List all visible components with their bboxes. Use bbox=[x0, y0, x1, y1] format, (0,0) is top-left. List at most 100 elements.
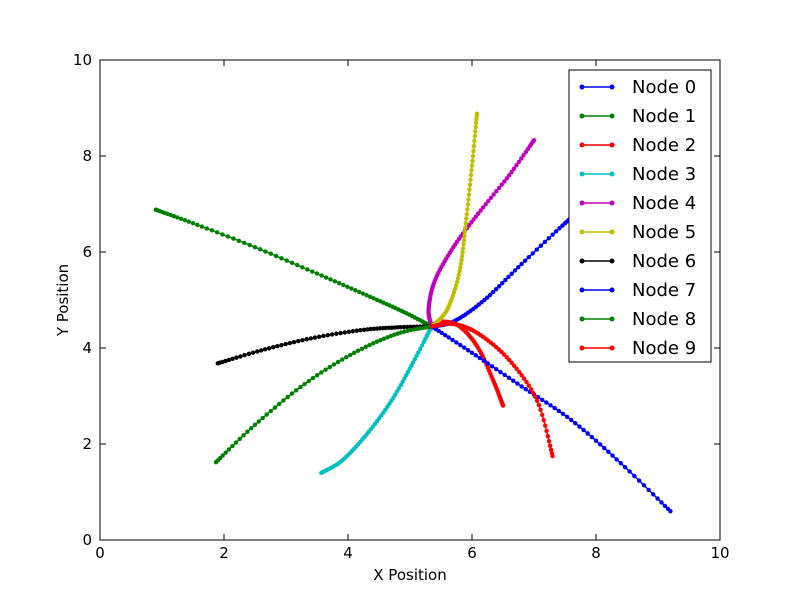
data-point bbox=[548, 447, 554, 453]
data-point bbox=[543, 423, 548, 428]
data-point bbox=[363, 344, 368, 350]
series-layer bbox=[153, 111, 673, 514]
legend-entry: Node 1 bbox=[579, 106, 696, 127]
data-point bbox=[569, 417, 574, 423]
data-point bbox=[300, 265, 305, 270]
data-point bbox=[515, 381, 520, 386]
legend-marker bbox=[609, 258, 615, 264]
data-point bbox=[259, 348, 264, 353]
data-point bbox=[327, 364, 332, 370]
y-axis-label: Y Position bbox=[54, 264, 72, 337]
data-point bbox=[359, 346, 365, 351]
data-point bbox=[464, 216, 469, 221]
data-point bbox=[281, 398, 286, 403]
data-point bbox=[467, 182, 473, 187]
data-point bbox=[246, 351, 252, 357]
data-point bbox=[367, 342, 372, 348]
data-point bbox=[460, 246, 466, 251]
data-point bbox=[507, 173, 512, 178]
data-point bbox=[526, 383, 532, 388]
data-point bbox=[360, 291, 366, 296]
data-point bbox=[393, 392, 398, 397]
data-point bbox=[662, 503, 668, 509]
data-point bbox=[514, 163, 519, 168]
legend-entry: Node 3 bbox=[579, 164, 696, 185]
series-7 bbox=[429, 324, 673, 514]
legend-label: Node 4 bbox=[632, 193, 696, 214]
data-point bbox=[349, 286, 354, 291]
data-point bbox=[279, 256, 284, 261]
data-point bbox=[544, 428, 549, 434]
data-point bbox=[332, 279, 338, 284]
data-point bbox=[519, 156, 524, 161]
data-point bbox=[451, 290, 457, 295]
data-point bbox=[421, 339, 426, 345]
data-point bbox=[276, 401, 282, 407]
data-point bbox=[516, 159, 522, 165]
data-point bbox=[190, 221, 196, 226]
data-point bbox=[483, 202, 488, 207]
data-point bbox=[250, 350, 256, 355]
legend-marker bbox=[579, 84, 585, 90]
data-point bbox=[314, 373, 320, 378]
data-point bbox=[627, 469, 632, 474]
y-tick-label: 2 bbox=[82, 435, 92, 453]
data-point bbox=[242, 240, 247, 246]
data-point bbox=[457, 269, 462, 274]
data-point bbox=[287, 340, 293, 346]
data-point bbox=[171, 213, 177, 219]
data-point bbox=[378, 337, 383, 343]
data-point bbox=[473, 353, 479, 358]
y-tick-label: 8 bbox=[82, 147, 92, 165]
data-point bbox=[295, 262, 300, 268]
data-point bbox=[354, 328, 359, 333]
legend-entry: Node 8 bbox=[579, 309, 696, 330]
data-point bbox=[175, 215, 180, 220]
data-point bbox=[461, 238, 467, 243]
data-point bbox=[296, 338, 301, 344]
legend-marker bbox=[579, 316, 585, 322]
data-point bbox=[355, 348, 361, 353]
data-point bbox=[509, 169, 514, 175]
data-point bbox=[470, 153, 476, 159]
data-point bbox=[404, 373, 409, 378]
legend-label: Node 6 bbox=[632, 251, 696, 272]
data-point bbox=[252, 245, 258, 250]
data-point bbox=[469, 163, 475, 168]
data-point bbox=[557, 226, 562, 231]
data-point bbox=[323, 275, 329, 280]
data-point bbox=[463, 225, 468, 230]
data-point bbox=[606, 449, 611, 455]
data-point bbox=[585, 431, 590, 436]
data-point bbox=[220, 232, 225, 237]
data-point bbox=[486, 198, 491, 204]
legend-marker bbox=[609, 287, 615, 293]
data-point bbox=[531, 137, 537, 143]
legend-marker bbox=[609, 316, 615, 322]
data-point bbox=[238, 354, 243, 359]
legend: Node 0 Node 1 Node 2 Node 3 Node 4 Node 5 Node… bbox=[568, 69, 712, 363]
data-point bbox=[467, 187, 472, 192]
data-point bbox=[405, 369, 411, 375]
data-point bbox=[577, 424, 582, 429]
data-point bbox=[473, 214, 479, 219]
data-point bbox=[223, 358, 228, 364]
data-point bbox=[454, 340, 459, 345]
data-point bbox=[283, 341, 288, 347]
data-point bbox=[255, 349, 260, 354]
data-point bbox=[412, 357, 418, 362]
data-point bbox=[186, 219, 192, 224]
data-point bbox=[547, 443, 553, 448]
data-point bbox=[476, 211, 481, 216]
data-point bbox=[503, 277, 508, 283]
data-point bbox=[226, 447, 232, 452]
legend-label: Node 1 bbox=[632, 106, 696, 127]
data-point bbox=[220, 453, 225, 458]
data-point bbox=[485, 295, 490, 300]
data-point bbox=[209, 228, 215, 233]
data-point bbox=[474, 111, 480, 116]
data-point bbox=[223, 450, 228, 455]
data-point bbox=[231, 236, 236, 241]
data-point bbox=[466, 197, 471, 202]
